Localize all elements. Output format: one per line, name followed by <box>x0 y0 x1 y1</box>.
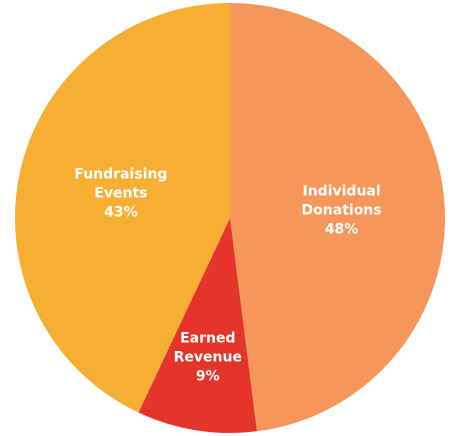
slice-label: Fundraising Events 43% <box>71 165 171 222</box>
pie-slice <box>14 2 230 413</box>
category-label: Fundraising Events <box>74 166 168 202</box>
category-label: Individual Donations <box>301 183 382 219</box>
pie-slice <box>230 2 446 432</box>
category-label: Earned Revenue <box>173 330 242 366</box>
value-label: 43% <box>104 204 138 221</box>
value-label: 48% <box>324 221 359 238</box>
value-label: 9% <box>195 368 220 385</box>
pie-slice <box>138 218 257 433</box>
slice-label: Earned Revenue 9% <box>158 330 258 387</box>
slice-label: Individual Donations 48% <box>292 182 392 239</box>
